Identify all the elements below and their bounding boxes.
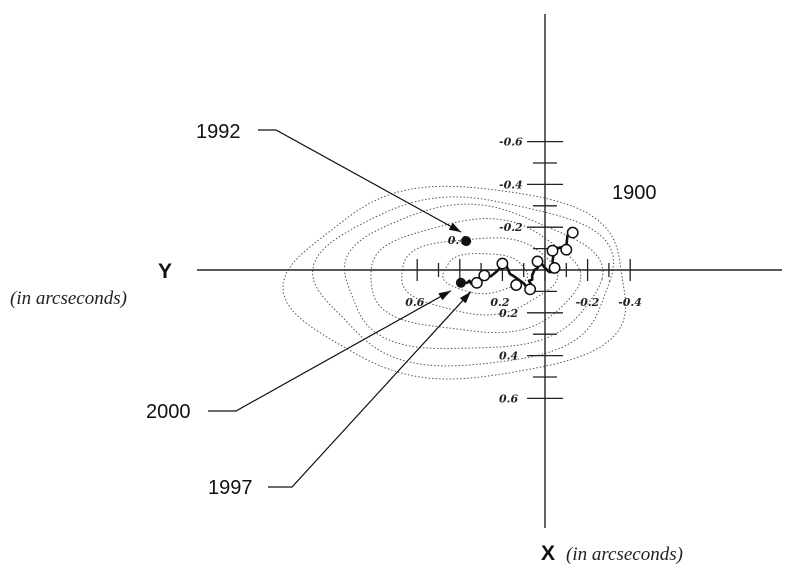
filled-point-2000 xyxy=(455,277,466,288)
open-circle-point xyxy=(478,269,491,282)
y-axis-unit: (in arcseconds) xyxy=(10,288,127,309)
contour-line xyxy=(311,196,615,367)
x-axis-name: X xyxy=(541,542,555,565)
filled-point-1992 xyxy=(461,236,472,247)
open-circle-point xyxy=(560,243,573,256)
axis-titles: Y (in arcseconds) X (in arcseconds) xyxy=(10,260,683,565)
open-circle-point xyxy=(510,279,523,291)
x-tick-label: -0.4 xyxy=(499,178,523,191)
y-tick-label: 0.2 xyxy=(490,296,509,309)
contour-line xyxy=(343,203,604,350)
open-circle-point xyxy=(531,255,544,268)
y-tick-label: 0.6 xyxy=(405,296,424,309)
axes xyxy=(197,14,782,528)
contour-lines xyxy=(282,185,627,380)
contour-line xyxy=(370,217,582,334)
y-axis-name: Y xyxy=(158,260,172,283)
annotation-2000-label: 2000 xyxy=(146,401,191,423)
open-circle-point xyxy=(566,226,579,239)
annotation-1992-label: 1992 xyxy=(196,121,241,143)
annotation-1997-label: 1997 xyxy=(208,477,253,499)
annotation-2000-leader xyxy=(208,290,452,412)
y-tick-label: -0.4 xyxy=(618,296,642,309)
annotation-1992-arrowhead xyxy=(448,222,462,233)
annotation-1900: 1900 xyxy=(612,182,657,204)
axis-ticks xyxy=(416,140,631,400)
annotation-2000-arrowhead xyxy=(438,290,451,301)
contour-line xyxy=(442,253,529,295)
y-tick-label: -0.2 xyxy=(576,296,600,309)
open-circle-point xyxy=(496,257,509,270)
data-points xyxy=(455,226,579,296)
x-tick-label: -0.2 xyxy=(499,221,523,234)
contour-line xyxy=(282,185,627,380)
annotations: 1900 1992 2000 1997 xyxy=(146,121,657,499)
annotation-1997-leader xyxy=(268,291,472,488)
open-circle-point xyxy=(546,244,559,257)
annotation-1997-arrowhead xyxy=(459,291,471,304)
x-axis-unit: (in arcseconds) xyxy=(566,544,683,565)
x-tick-label: 0.2 xyxy=(499,307,518,320)
open-circle-point xyxy=(470,276,483,289)
annotation-1992-leader xyxy=(258,129,462,233)
x-tick-label: 0.4 xyxy=(499,350,518,363)
open-circle-point xyxy=(548,261,561,274)
x-tick-label: -0.6 xyxy=(499,136,523,149)
open-circle-point xyxy=(524,283,537,296)
x-tick-label: 0.6 xyxy=(499,392,518,405)
